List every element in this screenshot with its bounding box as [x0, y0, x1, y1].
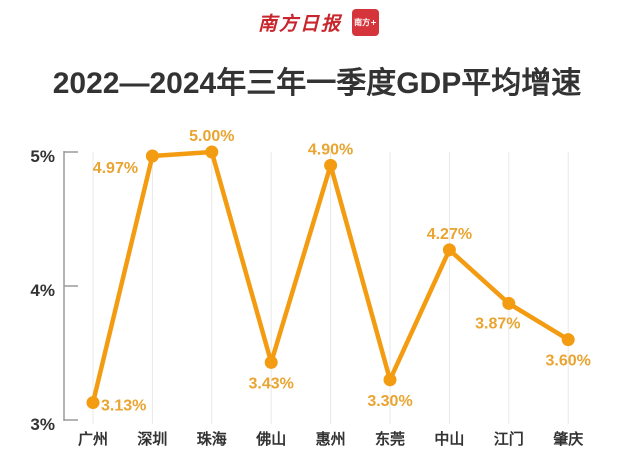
data-label: 3.43% [249, 375, 294, 392]
y-tick-label: 3% [30, 415, 55, 434]
x-axis-labels: 广州 深圳 珠海 佛山 惠州 东莞 中山 江门 肇庆 [78, 430, 583, 448]
x-tick-label: 珠海 [197, 430, 227, 448]
x-tick-label: 深圳 [137, 430, 167, 448]
data-point [205, 145, 219, 159]
x-tick-label: 肇庆 [552, 430, 583, 448]
data-label: 3.60% [546, 353, 591, 370]
x-tick-label: 中山 [434, 430, 464, 448]
data-point [264, 355, 278, 369]
data-point [324, 158, 338, 172]
data-labels: 3.13% 4.97% 5.00% 3.43% 4.90% 3.30% 4.27% 3.87%… [93, 128, 591, 415]
brand-logo: 南方日报 南方+ [258, 6, 380, 38]
data-point [561, 333, 575, 347]
data-label: 3.13% [101, 398, 146, 415]
y-axis: 5% 4% 3% [30, 147, 78, 434]
data-point [86, 396, 100, 410]
data-point [383, 373, 397, 387]
data-point [145, 149, 159, 163]
data-markers [86, 145, 575, 410]
data-label: 4.90% [308, 141, 353, 158]
x-tick-label: 江门 [494, 430, 524, 448]
chart-title: 2022—2024年三年一季度GDP平均增速 [52, 67, 582, 100]
y-tick-label: 5% [30, 147, 55, 166]
x-tick-label: 广州 [78, 430, 108, 448]
data-point [442, 243, 456, 257]
data-label: 4.97% [93, 160, 138, 177]
data-point [502, 296, 516, 310]
data-label: 5.00% [189, 128, 234, 145]
data-label: 3.30% [367, 393, 412, 410]
y-tick-label: 4% [30, 281, 55, 300]
x-tick-label: 佛山 [255, 430, 286, 448]
gridlines [92, 152, 569, 424]
x-tick-label: 惠州 [316, 430, 346, 448]
data-label: 3.87% [475, 315, 520, 332]
data-label: 4.27% [427, 226, 472, 243]
logo-text: 南方日报 [258, 12, 343, 35]
x-tick-label: 东莞 [375, 430, 405, 448]
logo-badge-icon: 南方+ [352, 8, 380, 36]
